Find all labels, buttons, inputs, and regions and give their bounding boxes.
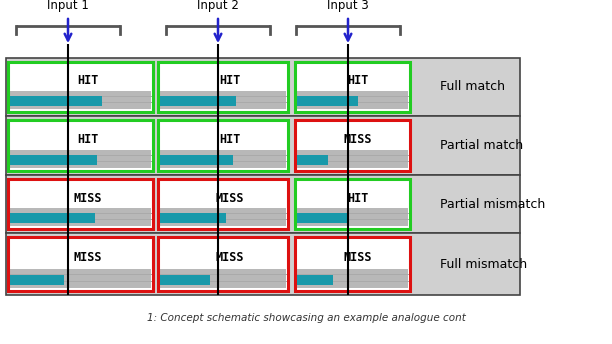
Bar (8, 62, 153, 112)
Bar (8, 179, 153, 229)
Bar (295, 62, 410, 112)
Bar (10, 150, 151, 168)
Bar (295, 237, 410, 291)
Bar (297, 150, 408, 168)
Text: Input 2: Input 2 (197, 0, 239, 12)
Text: 1: Concept schematic showcasing an example analogue cont: 1: Concept schematic showcasing an examp… (146, 313, 466, 323)
Bar (295, 179, 410, 229)
Text: HIT: HIT (348, 75, 369, 87)
Bar (297, 96, 358, 106)
Bar (158, 62, 288, 112)
Bar (160, 208, 286, 226)
Text: Full match: Full match (440, 80, 505, 94)
Text: HIT: HIT (77, 75, 99, 87)
Text: MISS: MISS (73, 192, 102, 204)
Bar (297, 213, 347, 223)
Text: HIT: HIT (77, 133, 99, 146)
Bar (158, 62, 288, 112)
Bar (8, 237, 153, 291)
Bar (6, 58, 520, 116)
Bar (295, 62, 410, 112)
Bar (160, 155, 233, 165)
Bar (8, 179, 153, 229)
Text: HIT: HIT (219, 75, 240, 87)
Bar (160, 96, 236, 106)
Bar (160, 213, 225, 223)
Bar (297, 269, 408, 288)
Text: Full mismatch: Full mismatch (440, 258, 527, 270)
Bar (8, 120, 153, 171)
Bar (10, 155, 97, 165)
Bar (158, 237, 288, 291)
Bar (297, 208, 408, 226)
Text: MISS: MISS (215, 251, 244, 264)
Bar (160, 150, 286, 168)
Text: Input 3: Input 3 (327, 0, 369, 12)
Bar (295, 120, 410, 171)
Text: HIT: HIT (348, 192, 369, 204)
Bar (6, 175, 520, 233)
Bar (10, 269, 151, 288)
Bar (297, 275, 332, 285)
Bar (160, 91, 286, 109)
Bar (158, 120, 288, 171)
Bar (297, 155, 328, 165)
Bar (10, 96, 102, 106)
Bar (295, 237, 410, 291)
Bar (10, 91, 151, 109)
Bar (10, 213, 95, 223)
Bar (8, 120, 153, 171)
Bar (160, 275, 211, 285)
Bar (158, 120, 288, 171)
Bar (295, 179, 410, 229)
Bar (295, 120, 410, 171)
Bar (297, 91, 408, 109)
Bar (6, 233, 520, 295)
Bar (6, 116, 520, 175)
Text: MISS: MISS (215, 192, 244, 204)
Bar (158, 179, 288, 229)
Text: Partial mismatch: Partial mismatch (440, 197, 545, 211)
Text: MISS: MISS (73, 251, 102, 264)
Text: MISS: MISS (344, 251, 373, 264)
Bar (160, 269, 286, 288)
Bar (10, 208, 151, 226)
Text: Partial match: Partial match (440, 139, 523, 152)
Bar (10, 275, 64, 285)
Bar (8, 237, 153, 291)
Text: Input 1: Input 1 (47, 0, 89, 12)
Bar (158, 179, 288, 229)
Text: MISS: MISS (344, 133, 373, 146)
Text: HIT: HIT (219, 133, 240, 146)
Bar (158, 237, 288, 291)
Bar (8, 62, 153, 112)
